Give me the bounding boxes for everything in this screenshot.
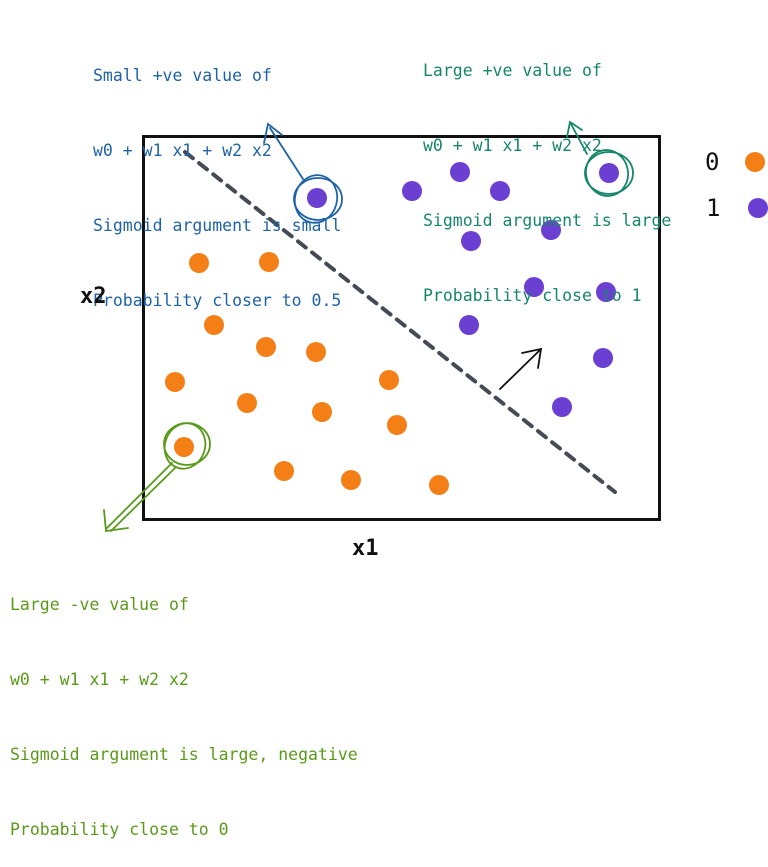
decision-boundary [183, 150, 617, 494]
note-small-positive: Small +ve value of w0 + w1 x1 + w2 x2 Si… [93, 66, 342, 310]
class-0-point [306, 342, 326, 362]
class-1-point [459, 315, 479, 335]
class-1-point [596, 282, 616, 302]
class-0-point [259, 252, 279, 272]
plot-frame [142, 135, 661, 521]
class-1-point [599, 163, 619, 183]
class-1-point [402, 181, 422, 201]
class-1-point [524, 277, 544, 297]
class-0-point [204, 315, 224, 335]
legend-label-1: 1 [706, 194, 721, 222]
class-0-point [237, 393, 257, 413]
class-0-point [189, 253, 209, 273]
class-1-point [461, 231, 481, 251]
class-0-points [165, 252, 449, 495]
highlight-large-positive [566, 120, 634, 197]
direction-arrow [499, 347, 543, 390]
class-1-point [307, 188, 327, 208]
class-0-point [312, 402, 332, 422]
legend-marker-0 [745, 152, 765, 172]
highlight-large-negative [103, 422, 211, 533]
class-0-point [387, 415, 407, 435]
legend-marker-1 [748, 198, 768, 218]
class-0-point [174, 437, 194, 457]
scatter-plot [103, 120, 768, 533]
class-0-point [429, 475, 449, 495]
note-large-positive: Large +ve value of w0 + w1 x1 + w2 x2 Si… [423, 61, 672, 305]
class-1-points [307, 162, 619, 417]
class-1-point [450, 162, 470, 182]
highlight-small-positive [263, 122, 343, 224]
class-0-point [274, 461, 294, 481]
class-0-point [341, 470, 361, 490]
class-1-point [593, 348, 613, 368]
class-1-point [490, 181, 510, 201]
note-large-negative: Large -ve value of w0 + w1 x1 + w2 x2 Si… [10, 595, 358, 839]
class-0-point [379, 370, 399, 390]
legend-label-0: 0 [705, 148, 720, 176]
x-axis-label: x1 [352, 536, 379, 561]
y-axis-label: x2 [80, 284, 107, 309]
class-1-point [552, 397, 572, 417]
class-0-point [165, 372, 185, 392]
class-0-point [256, 337, 276, 357]
class-1-point [541, 220, 561, 240]
